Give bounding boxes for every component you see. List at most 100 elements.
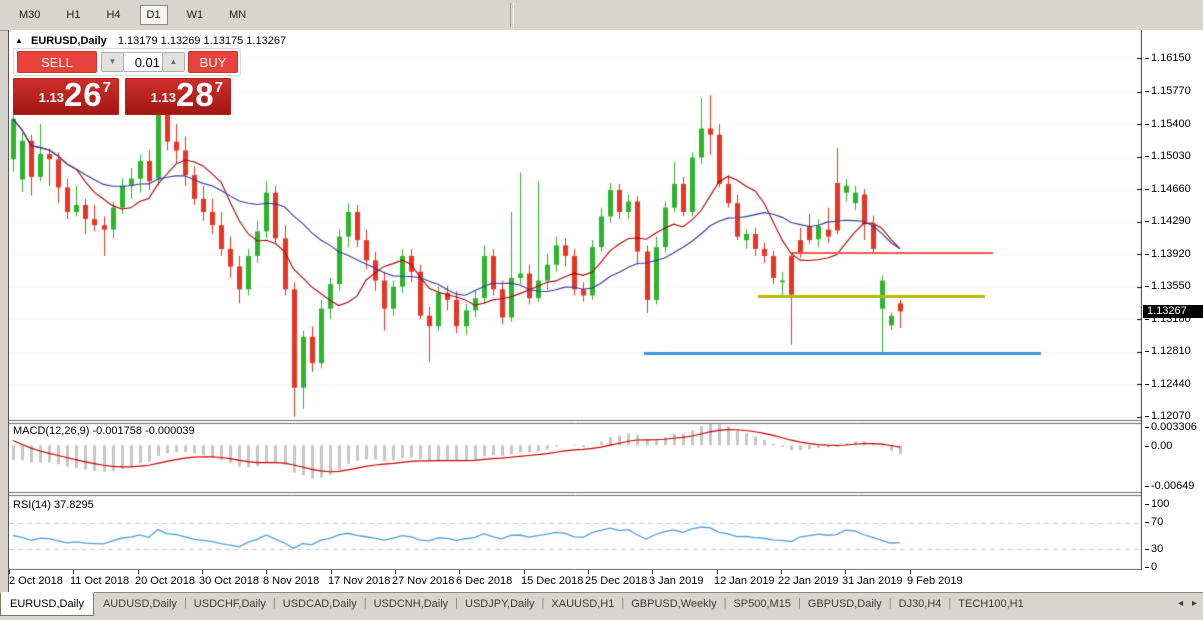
date-axis-tick bbox=[781, 570, 782, 574]
chart-tab-sp500-m15[interactable]: SP500,M15 bbox=[733, 598, 791, 610]
price-chart-canvas[interactable] bbox=[9, 30, 1142, 570]
collapse-chart-icon[interactable]: ▲ bbox=[15, 36, 23, 45]
sell-price-panel[interactable]: 1.13267 bbox=[13, 76, 119, 115]
timeframe-button-m30[interactable]: M30 bbox=[19, 9, 41, 21]
time-axis[interactable]: 2 Oct 2018 11 Oct 2018 20 Oct 2018 30 Oct 2… bbox=[9, 570, 1203, 592]
price-axis-label: 1.14290 bbox=[1145, 215, 1191, 228]
buy-price-panel[interactable]: 1.13287 bbox=[125, 76, 231, 115]
date-axis-tick bbox=[717, 570, 718, 574]
date-axis-label: 2 Oct 2018 bbox=[9, 575, 63, 587]
buy-button[interactable]: BUY bbox=[188, 51, 238, 73]
timeframe-button-w1[interactable]: W1 bbox=[186, 9, 204, 21]
tab-separator: | bbox=[363, 597, 367, 609]
date-axis-label: 30 Oct 2018 bbox=[199, 575, 259, 587]
date-axis-tick bbox=[73, 570, 74, 574]
chevron-down-icon: ▼ bbox=[108, 57, 117, 66]
price-axis-label: 1.12070 bbox=[1145, 410, 1191, 423]
date-axis-tick bbox=[331, 570, 332, 574]
chart-tab-gbpusd-daily[interactable]: GBPUSD,Daily bbox=[807, 598, 882, 610]
chart-tab-usdchf-daily[interactable]: USDCHF,Daily bbox=[193, 598, 266, 610]
price-axis-label: 1.12440 bbox=[1145, 377, 1191, 390]
date-axis-tick bbox=[266, 570, 267, 574]
chart-tab-usdjpy-daily[interactable]: USDJPY,Daily bbox=[465, 598, 535, 610]
macd-axis-label: -0.00649 bbox=[1144, 480, 1195, 492]
buy-price-sup: 7 bbox=[214, 79, 223, 96]
price-axis-label: 1.13920 bbox=[1145, 247, 1191, 260]
tabs-container: EURUSD,Daily AUDUSD,Daily | USDCHF,Daily | US… bbox=[0, 592, 1033, 616]
chart-tab-bar: EURUSD,Daily AUDUSD,Daily | USDCHF,Daily | US… bbox=[0, 592, 1203, 618]
macd-indicator-label: MACD(12,26,9) -0.001758 -0.000039 bbox=[13, 425, 195, 437]
tab-separator: | bbox=[888, 597, 892, 609]
price-axis-label: 1.16150 bbox=[1145, 51, 1191, 64]
trade-controls-row: SELL ▼ ▲ BUY bbox=[13, 48, 241, 76]
buy-price-big: 28 bbox=[175, 76, 215, 113]
lot-size-input[interactable] bbox=[124, 52, 162, 72]
tab-separator: | bbox=[621, 597, 625, 609]
date-axis-label: 9 Feb 2019 bbox=[907, 575, 963, 587]
current-price-badge: 1.13267 bbox=[1143, 305, 1203, 318]
chart-tab-usdcnh-daily[interactable]: USDCNH,Daily bbox=[373, 598, 449, 610]
date-axis-label: 25 Dec 2018 bbox=[585, 575, 648, 587]
date-axis-tick bbox=[910, 570, 911, 574]
timeframe-buttons: M30 H1 H4 D1 W1 MN bbox=[0, 0, 1203, 25]
tab-separator: | bbox=[797, 597, 801, 609]
date-axis-label: 12 Jan 2019 bbox=[714, 575, 775, 587]
chart-ohlc-values: 1.13179 1.13269 1.13175 1.13267 bbox=[117, 35, 287, 47]
date-axis-label: 3 Jan 2019 bbox=[649, 575, 704, 587]
rsi-axis-label: 70 bbox=[1144, 516, 1164, 528]
date-axis-tick bbox=[9, 570, 10, 574]
date-axis-tick bbox=[395, 570, 396, 574]
chart-tab-dj30-h4[interactable]: DJ30,H4 bbox=[898, 598, 942, 610]
date-axis-label: 27 Nov 2018 bbox=[392, 575, 455, 587]
chart-tab-gbpusd-weekly[interactable]: GBPUSD,Weekly bbox=[631, 598, 717, 610]
tab-separator: | bbox=[183, 597, 187, 609]
date-axis-tick bbox=[138, 570, 139, 574]
date-axis-label: 11 Oct 2018 bbox=[70, 575, 130, 587]
date-axis-tick bbox=[459, 570, 460, 574]
date-axis-tick bbox=[652, 570, 653, 574]
tab-separator: | bbox=[541, 597, 545, 609]
chart-window: ▲ EURUSD,Daily 1.13179 1.13269 1.13175 1… bbox=[8, 30, 1203, 592]
tab-separator: | bbox=[455, 597, 459, 609]
macd-axis-label: 0.003306 bbox=[1145, 421, 1197, 433]
date-axis-label: 31 Jan 2019 bbox=[842, 575, 903, 587]
timeframe-button-h4[interactable]: H4 bbox=[106, 9, 121, 21]
timeframe-toolbar: M30 H1 H4 D1 W1 MN bbox=[0, 0, 1203, 31]
tab-scroll-right-icon[interactable]: ▸ bbox=[1191, 598, 1197, 609]
rsi-axis-label: 30 bbox=[1144, 543, 1164, 555]
rsi-indicator-label: RSI(14) 37.8295 bbox=[13, 499, 94, 511]
timeframe-button-d1[interactable]: D1 bbox=[139, 5, 168, 25]
sell-price-prefix: 1.13 bbox=[38, 90, 64, 105]
price-axis-label: 1.15770 bbox=[1145, 85, 1191, 98]
tab-separator: | bbox=[723, 597, 727, 609]
sell-price-sup: 7 bbox=[102, 79, 111, 96]
price-axis-label: 1.15030 bbox=[1145, 150, 1191, 163]
tab-scroll-left-icon[interactable]: ◂ bbox=[1178, 598, 1184, 609]
price-axis-label: 1.12810 bbox=[1145, 345, 1191, 358]
tab-separator: | bbox=[948, 597, 952, 609]
rsi-axis-label: 100 bbox=[1144, 498, 1170, 510]
chart-tab-eurusd-daily[interactable]: EURUSD,Daily bbox=[0, 592, 94, 616]
timeframe-button-h1[interactable]: H1 bbox=[66, 9, 81, 21]
price-axis-label: 1.14660 bbox=[1145, 182, 1191, 195]
timeframe-button-mn[interactable]: MN bbox=[229, 9, 247, 21]
lot-decrease-button[interactable]: ▼ bbox=[101, 52, 124, 72]
chart-tab-xauusd-h1[interactable]: XAUUSD,H1 bbox=[551, 598, 615, 610]
date-axis-label: 17 Nov 2018 bbox=[328, 575, 391, 587]
window-bottom-strip bbox=[0, 617, 1203, 620]
sell-price-big: 26 bbox=[63, 76, 103, 113]
price-axis-label: 1.13550 bbox=[1145, 280, 1191, 293]
date-axis-tick bbox=[524, 570, 525, 574]
lot-increase-button[interactable]: ▲ bbox=[162, 52, 185, 72]
price-axis-label: 1.15400 bbox=[1145, 117, 1191, 130]
chevron-up-icon: ▲ bbox=[169, 57, 178, 66]
macd-axis-label: 0.00 bbox=[1144, 440, 1173, 452]
tab-scrollers: ◂ ▸ bbox=[1172, 598, 1197, 609]
chart-tab-usdcad-daily[interactable]: USDCAD,Daily bbox=[282, 598, 357, 610]
date-axis-tick bbox=[588, 570, 589, 574]
chart-tab-audusd-daily[interactable]: AUDUSD,Daily bbox=[102, 598, 177, 610]
buy-price-prefix: 1.13 bbox=[150, 90, 176, 105]
date-axis-label: 22 Jan 2019 bbox=[778, 575, 839, 587]
chart-tab-tech100-h1[interactable]: TECH100,H1 bbox=[958, 598, 1024, 610]
sell-button[interactable]: SELL bbox=[17, 51, 97, 73]
